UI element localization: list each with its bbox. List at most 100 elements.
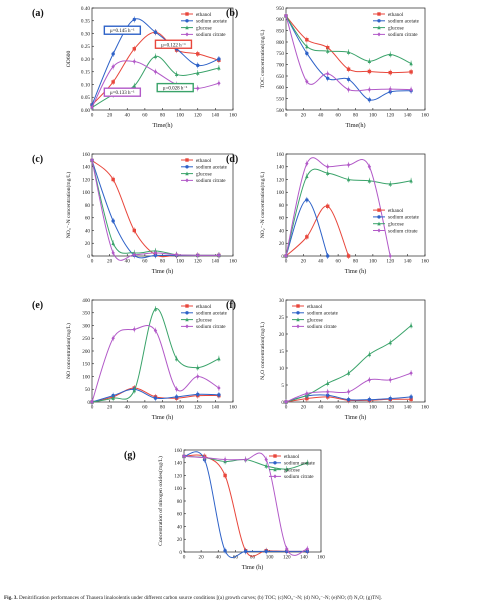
y-tick-label: 250 [82, 336, 90, 342]
x-tick-label: 120 [386, 259, 394, 265]
data-point [196, 374, 200, 379]
x-tick-label: 40 [125, 405, 131, 411]
legend-marker [273, 461, 277, 465]
legend-marker [377, 32, 381, 37]
series-ethanol [284, 203, 351, 259]
x-tick-label: 160 [229, 113, 237, 119]
data-point [388, 181, 392, 186]
data-point [326, 45, 330, 50]
legend-label: glucose [307, 317, 324, 323]
legend-label: sodium acetate [284, 461, 316, 467]
y-tick-label: 20 [177, 537, 183, 543]
x-tick-label: 120 [194, 113, 202, 119]
y-tick-label: 100 [276, 190, 284, 196]
annotation-box [103, 25, 142, 35]
legend-marker [185, 19, 189, 23]
x-tick-label: 40 [125, 113, 131, 119]
data-point [153, 306, 158, 311]
data-point [326, 76, 330, 80]
legend-label: glucose [284, 467, 301, 473]
panel-label: (e) [32, 300, 43, 311]
data-point [285, 546, 289, 551]
data-point [388, 377, 392, 382]
legend-label: sodium acetate [388, 19, 420, 25]
data-point [223, 473, 227, 478]
data-point [367, 352, 372, 357]
data-point [217, 57, 221, 61]
panel-e: 0 50 100 150 200 250 300 350 400 0 20 40 60 80 100 120 1… [32, 294, 237, 422]
y-tick-label: 700 [276, 62, 284, 68]
legend-label: glucose [196, 171, 213, 177]
annotation-box [103, 87, 142, 97]
data-point [284, 13, 288, 18]
legend-label: ethanol [307, 304, 323, 310]
y-tick-label: 100 [174, 486, 182, 492]
x-tick-label: 0 [285, 405, 288, 411]
panel-f: 0 5 10 15 20 25 30 0 20 40 60 80 100 120 140 160 Time (h… [226, 294, 429, 422]
data-point [409, 395, 413, 399]
data-point [388, 87, 392, 92]
x-tick-label: 120 [386, 113, 394, 119]
x-tick-label: 0 [285, 259, 288, 265]
legend-label: sodium acetate [307, 311, 339, 317]
legend-marker [377, 215, 381, 219]
x-tick-label: 0 [91, 113, 94, 119]
data-point [346, 389, 351, 394]
legend-label: glucose [388, 25, 405, 31]
panel-label: (a) [32, 8, 44, 19]
x-tick-label: 80 [160, 405, 166, 411]
data-point [305, 460, 309, 465]
y-tick-label: 60 [85, 216, 91, 222]
x-tick-label: 60 [142, 259, 148, 265]
legend-label: ethanol [196, 158, 212, 164]
legend-label: ethanol [388, 12, 404, 18]
legend-marker [185, 311, 189, 315]
chart-d: 0 20 40 60 80 100 120 140 160 0 20 40 60 80 100 120 140 1… [226, 152, 429, 275]
legend-label: sodium citrate [196, 178, 226, 184]
data-point [346, 371, 351, 375]
x-tick-label: 160 [421, 259, 429, 265]
y-tick-label: 140 [276, 165, 284, 171]
y-tick-label: 0 [281, 400, 284, 406]
x-tick-label: 160 [317, 555, 325, 561]
data-point [264, 549, 268, 554]
data-point [132, 47, 136, 51]
annotation-box [156, 82, 194, 93]
legend-label: sodium acetate [196, 311, 228, 317]
series-line [285, 157, 391, 257]
y-tick-label: 500 [276, 108, 284, 114]
data-point [196, 52, 200, 56]
data-point [111, 396, 115, 400]
series-sodium-acetate [90, 16, 221, 108]
data-point [153, 54, 158, 59]
data-point [217, 253, 221, 258]
series-sodium-citrate [90, 324, 221, 405]
data-point [284, 400, 288, 404]
x-tick-label: 0 [91, 405, 94, 411]
panel-b: 500 550 600 650 700 750 800 850 900 950 0 20 40 60 80 1… [226, 2, 429, 130]
data-point [305, 38, 309, 42]
x-tick-label: 120 [194, 405, 202, 411]
legend-label: sodium citrate [284, 474, 314, 480]
y-tick-label: 20 [279, 332, 285, 338]
y-tick-label: 200 [82, 349, 90, 355]
y-tick-label: 950 [276, 6, 284, 12]
data-point [132, 59, 136, 64]
data-point [346, 254, 351, 258]
y-axis-label: OD600 [66, 51, 72, 68]
y-tick-label: 120 [82, 177, 90, 183]
data-point [111, 64, 115, 69]
data-point [388, 340, 392, 345]
data-point [367, 87, 372, 92]
data-point [243, 457, 248, 462]
x-tick-label: 60 [233, 555, 239, 561]
data-point [326, 254, 330, 258]
data-point [217, 393, 221, 397]
panel-label: (f) [226, 300, 236, 311]
data-point [346, 397, 351, 402]
y-tick-label: 160 [276, 152, 284, 158]
panel-g: 0 20 40 60 80 100 120 140 160 0 20 40 60 80 100 120 140 1… [124, 444, 325, 572]
